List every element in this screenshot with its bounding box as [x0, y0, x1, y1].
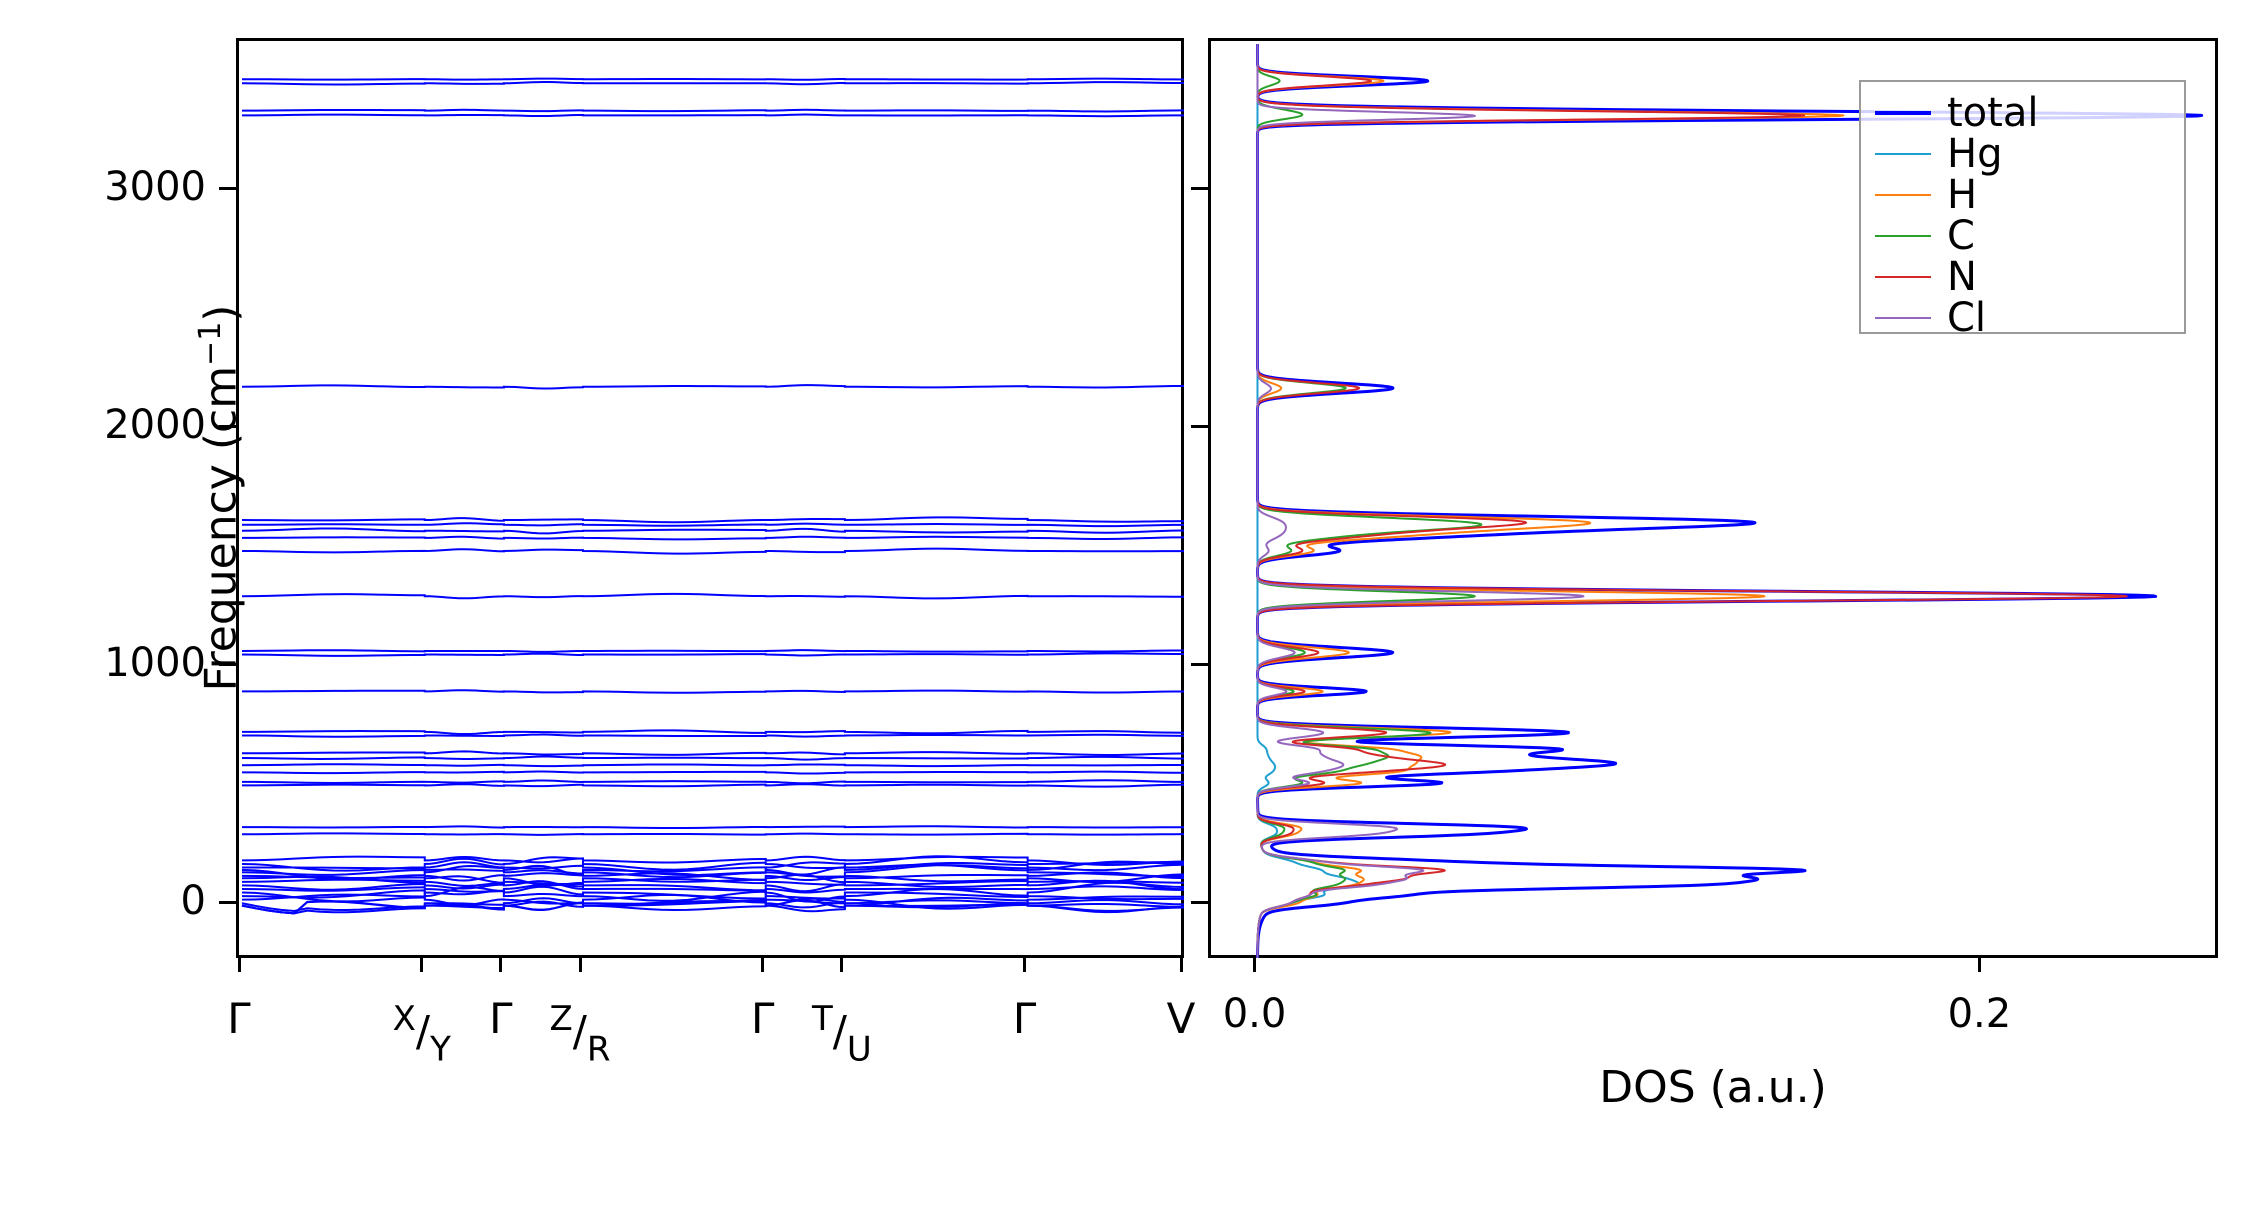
band-branch: [241, 649, 1185, 653]
band-branch: [242, 861, 1185, 876]
band-branch: [241, 783, 1185, 788]
x-tick-mark: [840, 955, 844, 972]
y-tick-mark: [219, 187, 236, 191]
dos-legend: total Hg H C N Cl: [1859, 80, 2186, 338]
dos-x-tick-mark: [1252, 955, 1256, 972]
x-tick-mark: [1179, 955, 1183, 972]
kpath-label: T/U: [811, 999, 872, 1070]
band-branch: [241, 108, 1185, 113]
dos-series-cl: [1256, 43, 1585, 959]
legend-item-label: Cl: [1947, 294, 1987, 341]
kpath-label: V: [1166, 994, 1196, 1043]
y-axis-title-text: Frequency (cm: [195, 365, 247, 692]
dos-x-tick-mark: [1977, 955, 1981, 972]
dos-x-axis-labels: 0.0 0.2: [1208, 955, 2218, 1037]
dos-y-tick-mark: [1191, 663, 1208, 667]
x-tick-mark: [420, 955, 424, 972]
legend-item-h: H: [1875, 174, 2170, 215]
dos-x-tick-label: 0.2: [1947, 991, 2012, 1037]
band-branch: [241, 535, 1185, 541]
legend-line-icon: [1875, 316, 1931, 319]
band-branch: [241, 873, 1185, 887]
legend-line-icon: [1875, 234, 1931, 237]
band-branch: [241, 893, 1185, 910]
dos-y-tick-mark: [1191, 425, 1208, 429]
legend-line-icon: [1875, 275, 1931, 278]
band-branch: [241, 592, 1185, 600]
band-branch: [241, 855, 1185, 872]
band-branch: [241, 886, 1185, 902]
x-tick-mark: [237, 955, 241, 972]
kpath-label: X/Y: [392, 999, 451, 1070]
band-branch: [241, 384, 1185, 390]
band-branch: [241, 770, 1185, 775]
y-axis-title: Frequency (cm−1): [190, 305, 250, 692]
band-branch: [241, 113, 1185, 118]
dos-axes: [1208, 38, 2218, 959]
kpath-label: Z/R: [549, 999, 611, 1070]
band-branch: [241, 883, 1185, 894]
band-branch: [241, 763, 1185, 768]
x-tick-mark: [761, 955, 765, 972]
legend-item-label: N: [1947, 253, 1977, 300]
legend-item-label: Hg: [1947, 130, 2003, 177]
kpath-label: Γ: [489, 994, 513, 1043]
dos-y-tick-mark: [1191, 187, 1208, 191]
dos-plot: [1255, 43, 2204, 959]
x-tick-mark: [1023, 955, 1027, 972]
y-tick-label: 1000: [104, 639, 206, 686]
x-tick-mark: [499, 955, 503, 972]
band-branch: [241, 516, 1185, 524]
legend-line-icon: [1875, 110, 1931, 115]
dos-axis-title: DOS (a.u.): [1599, 1062, 1827, 1113]
kpath-label: Γ: [1012, 994, 1037, 1043]
y-tick-label: 3000: [104, 163, 206, 210]
legend-item-hg: Hg: [1875, 133, 2170, 174]
dos-y-tick-mark: [1191, 901, 1208, 905]
band-branch: [241, 755, 1185, 761]
band-branch: [241, 855, 1185, 866]
legend-line-icon: [1875, 193, 1931, 196]
band-branch: [241, 522, 1185, 528]
band-kpath-labels: Γ X/Y Γ Z/R Γ T/U Γ V: [227, 955, 1195, 1070]
band-structure-axes: [236, 38, 1185, 958]
band-branch: [241, 77, 1185, 81]
x-tick-mark: [578, 955, 582, 972]
kpath-label: Γ: [227, 994, 251, 1043]
dos-x-tick-label: 0.0: [1222, 991, 1287, 1037]
legend-item-label: total: [1947, 89, 2039, 136]
band-branch: [241, 547, 1185, 555]
y-axis-title-close: ): [195, 304, 247, 322]
band-branch: [241, 729, 1185, 736]
y-tick-label: 0: [180, 877, 206, 924]
band-branch: [241, 832, 1185, 836]
kpath-label: Γ: [751, 994, 775, 1043]
legend-item-label: C: [1947, 212, 1975, 259]
band-branch: [241, 689, 1185, 694]
legend-item-c: C: [1875, 215, 2170, 256]
band-branch: [241, 652, 1185, 657]
band-branch: [241, 733, 1185, 738]
band-branch: [241, 825, 1185, 830]
y-axis-title-exponent: −1: [193, 321, 229, 366]
y-tick-mark: [219, 901, 236, 905]
band-branch: [241, 860, 1185, 881]
y-tick-label: 2000: [104, 401, 206, 448]
legend-item-cl: Cl: [1875, 297, 2170, 338]
band-branch: [241, 877, 1185, 889]
band-branch: [241, 750, 1185, 757]
legend-item-total: total: [1875, 92, 2170, 133]
band-branch: [241, 897, 1185, 915]
band-branch: [241, 527, 1185, 535]
legend-item-label: H: [1947, 171, 1978, 218]
band-branch: [241, 81, 1185, 86]
band-branch: [241, 879, 1185, 893]
legend-line-icon: [1875, 152, 1931, 155]
band-branch: [241, 864, 1185, 879]
legend-item-n: N: [1875, 256, 2170, 297]
band-structure-plot: [241, 77, 1185, 915]
band-branch: [241, 779, 1185, 785]
